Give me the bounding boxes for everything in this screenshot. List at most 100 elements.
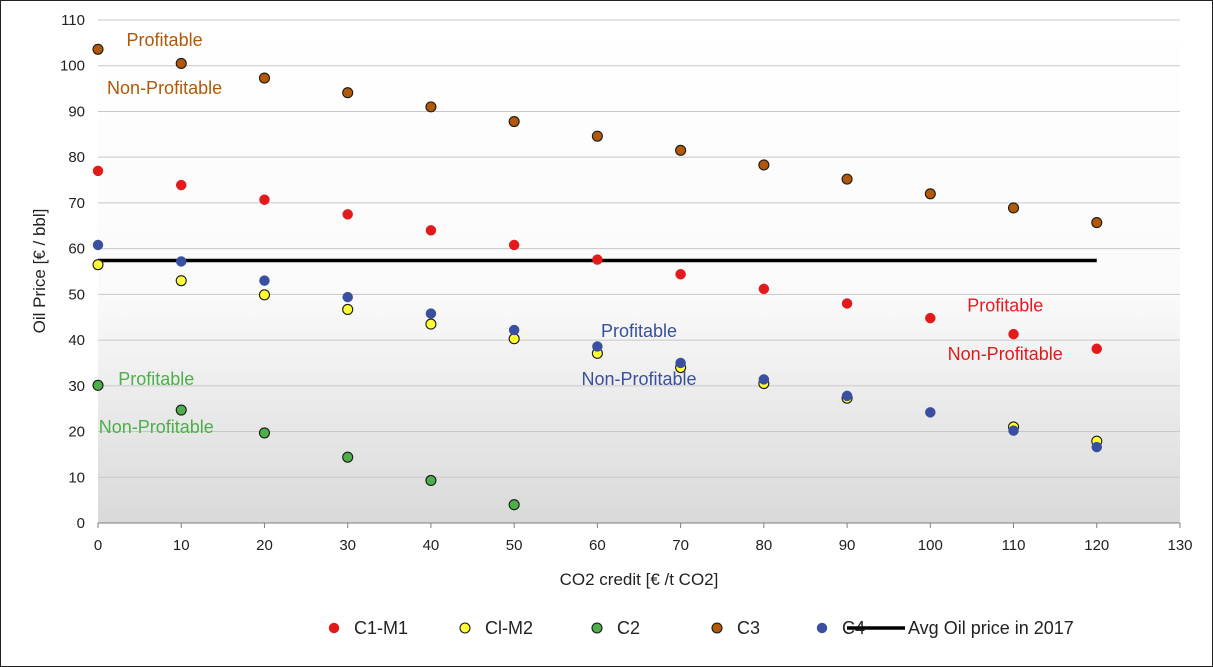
y-tick-label: 90 <box>68 103 85 120</box>
point-c3 <box>758 159 770 171</box>
plot-area <box>98 20 1180 523</box>
point-c3 <box>425 101 437 113</box>
point-c3 <box>591 130 603 142</box>
x-tick-label: 90 <box>839 537 856 554</box>
point-cl-m2 <box>342 303 354 316</box>
x-tick-label: 60 <box>589 537 606 554</box>
legend-marker-c1-m1 <box>328 622 340 634</box>
point-c4 <box>1091 441 1103 453</box>
point-c4 <box>592 341 603 352</box>
point-c3 <box>92 43 104 55</box>
legend: C1-M1 Cl-M2 C2 C3 C4 Avg Oil price in 2017 <box>328 618 1074 638</box>
point-c4 <box>1008 425 1019 436</box>
x-tick-label: 80 <box>756 537 773 554</box>
point-c1-m1 <box>675 268 686 280</box>
point-c4 <box>758 374 770 385</box>
point-c4 <box>92 239 104 251</box>
legend-label-c2: C2 <box>617 618 640 638</box>
point-c2 <box>425 474 437 487</box>
x-tick-label: 10 <box>173 537 190 554</box>
point-c1-m1 <box>1091 343 1103 355</box>
point-cl-m2 <box>425 318 437 330</box>
x-tick-label: 50 <box>506 537 523 554</box>
axes: 0 10 20 30 40 50 60 70 80 90 100 110 0 10 20 30 40 50 60 70… <box>60 12 1193 554</box>
point-c1-m1 <box>925 312 936 324</box>
y-tick-label: 80 <box>68 149 85 166</box>
y-tick-label: 40 <box>68 332 85 349</box>
point-c2 <box>92 379 104 391</box>
y-tick-label: 70 <box>68 195 85 212</box>
profitable-annotation: Profitable <box>127 30 203 50</box>
x-tick-label: 130 <box>1167 537 1192 554</box>
point-c3 <box>675 144 687 156</box>
point-c3 <box>342 87 354 99</box>
x-tick-label: 70 <box>672 537 689 554</box>
non-profitable-annotation: Non-Profitable <box>107 78 222 98</box>
annotations: Profitable Non-Profitable Profitable Non-Pr… <box>99 30 1063 437</box>
x-tick-label: 100 <box>918 537 943 554</box>
x-axis-title: CO2 credit [€ /t CO2] <box>560 570 719 589</box>
point-c3 <box>1091 217 1103 229</box>
profitable-annotation: Profitable <box>601 321 677 341</box>
point-c1-m1 <box>758 283 770 295</box>
grid-lines <box>98 19 1180 478</box>
data-points <box>92 43 1103 511</box>
point-c4 <box>175 256 187 267</box>
point-c4 <box>508 324 520 336</box>
point-c4 <box>925 407 936 418</box>
point-c4 <box>841 390 853 402</box>
point-c3 <box>508 115 520 128</box>
legend-label-c1-m1: C1-M1 <box>354 618 408 638</box>
profitable-annotation: Profitable <box>967 296 1043 316</box>
point-c2 <box>258 427 271 439</box>
point-c4 <box>425 308 437 319</box>
point-c1-m1 <box>425 225 437 236</box>
x-tick-label: 30 <box>339 537 356 554</box>
point-cl-m2 <box>258 289 271 301</box>
y-tick-label: 0 <box>77 515 85 532</box>
point-cl-m2 <box>175 275 187 287</box>
legend-marker-c4 <box>816 622 828 634</box>
point-c2 <box>342 451 354 463</box>
legend-label-avg-oil-price: Avg Oil price in 2017 <box>908 618 1074 638</box>
y-axis-title: Oil Price [€ / bbl] <box>30 209 49 334</box>
legend-marker-c3 <box>711 622 723 634</box>
point-c3 <box>924 188 936 200</box>
y-tick-label: 60 <box>68 241 85 258</box>
point-cl-m2 <box>92 259 104 271</box>
profitable-annotation: Profitable <box>118 369 194 389</box>
legend-marker-c2 <box>591 622 603 634</box>
point-c1-m1 <box>841 298 853 309</box>
point-c4 <box>259 275 270 286</box>
y-tick-label: 30 <box>68 378 85 395</box>
point-c1-m1 <box>92 165 104 177</box>
non-profitable-annotation: Non-Profitable <box>948 344 1063 364</box>
point-c4 <box>342 291 353 303</box>
y-tick-label: 110 <box>61 12 85 29</box>
non-profitable-annotation: Non-Profitable <box>581 369 696 389</box>
point-c3 <box>1007 202 1020 214</box>
point-c3 <box>258 72 271 84</box>
non-profitable-annotation: Non-Profitable <box>99 417 214 437</box>
legend-marker-cl-m2 <box>459 622 471 634</box>
x-tick-label: 20 <box>256 537 273 554</box>
y-tick-label: 20 <box>68 424 85 441</box>
x-tick-label: 0 <box>94 537 102 554</box>
legend-label-c3: C3 <box>737 618 760 638</box>
point-c1-m1 <box>1008 328 1019 340</box>
x-tick-label: 110 <box>1002 537 1026 554</box>
y-tick-label: 10 <box>68 469 85 486</box>
point-c1-m1 <box>592 254 603 265</box>
point-c1-m1 <box>342 209 353 220</box>
x-tick-label: 120 <box>1084 537 1109 554</box>
point-c1-m1 <box>175 179 187 191</box>
x-tick-label: 40 <box>423 537 440 554</box>
y-tick-label: 100 <box>60 58 85 75</box>
y-tick-label: 50 <box>68 286 85 303</box>
point-c3 <box>175 57 187 69</box>
point-c1-m1 <box>508 239 520 251</box>
legend-label-cl-m2: Cl-M2 <box>485 618 533 638</box>
point-c3 <box>841 173 853 185</box>
point-c4 <box>675 357 686 369</box>
